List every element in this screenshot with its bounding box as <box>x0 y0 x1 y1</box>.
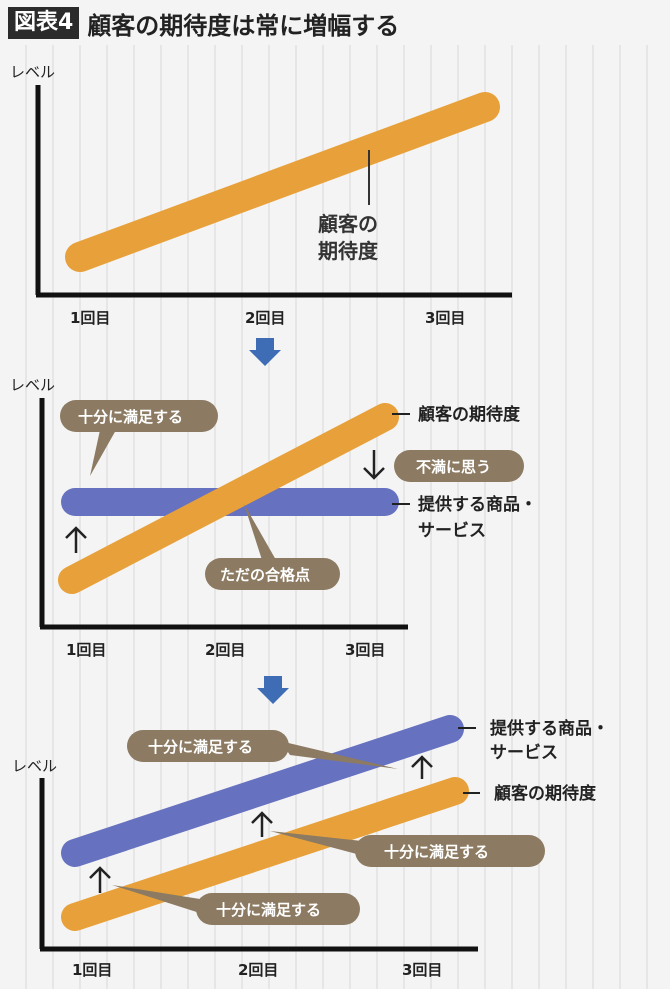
down-arrow-icon <box>363 450 385 480</box>
product-label-line1: 提供する商品・ <box>418 494 537 515</box>
panel-3-chart: レベル 提供する商品・ サービス 顧客の期待度 十分に満足する 十分に満足する … <box>12 715 609 979</box>
bubble-pass <box>205 558 340 590</box>
expectation-label: 顧客の期待度 <box>418 404 521 425</box>
up-arrow-icon <box>411 755 433 779</box>
tick-label-1: 1回目 <box>70 309 110 327</box>
tick-label-3: 3回目 <box>425 309 465 327</box>
expectation-label-line1: 顧客の <box>318 212 378 236</box>
figure-title-text: 顧客の期待度は常に増幅する <box>87 11 400 40</box>
up-arrow-icon <box>251 811 273 837</box>
bubble-bottom <box>196 893 360 925</box>
figure-title: 図表4 顧客の期待度は常に増幅する <box>8 6 399 40</box>
bubble-bottom-tail <box>112 885 206 915</box>
bubble-pass-text: ただの合格点 <box>220 566 310 584</box>
product-label-line1: 提供する商品・ <box>490 718 609 739</box>
panel-2-chart: レベル 顧客の期待度 提供する商品・ サービス 十分に満足する 不満に思う ただ… <box>10 376 537 659</box>
bubble-dissatisfied <box>394 450 524 482</box>
bubble-middle-text: 十分に満足する <box>384 843 489 861</box>
tick-label-2: 2回目 <box>238 961 278 979</box>
down-arrow-icon <box>249 338 281 366</box>
bubble-top-tail <box>280 741 398 769</box>
bubble-middle-tail <box>270 831 368 857</box>
expectation-label: 顧客の期待度 <box>494 783 597 804</box>
y-axis-label: レベル <box>10 63 55 81</box>
product-line <box>61 715 464 867</box>
y-axis-label: レベル <box>10 376 55 394</box>
bubble-satisfied-text: 十分に満足する <box>78 408 183 426</box>
tick-label-2: 2回目 <box>245 309 285 327</box>
bubble-middle <box>355 835 545 867</box>
bubble-dissatisfied-text: 不満に思う <box>416 458 491 476</box>
product-label-line2: サービス <box>418 521 486 541</box>
up-arrow-icon <box>89 866 111 893</box>
bubble-top-text: 十分に満足する <box>148 738 253 756</box>
figure-label: 図表4 <box>8 7 80 39</box>
bubble-satisfied-tail <box>90 430 116 476</box>
expectation-line <box>65 92 500 272</box>
bubble-pass-tail <box>244 504 276 560</box>
bubble-bottom-text: 十分に満足する <box>216 901 321 919</box>
bubble-satisfied <box>60 400 218 432</box>
product-label-line2: サービス <box>490 743 558 763</box>
tick-label-3: 3回目 <box>345 641 385 659</box>
tick-label-1: 1回目 <box>66 641 106 659</box>
down-arrow-icon <box>257 676 289 704</box>
down-arrow-1 <box>249 338 281 366</box>
y-axis-label: レベル <box>12 757 57 775</box>
expectation-label-line2: 期待度 <box>318 239 379 263</box>
panel-1-chart: レベル 顧客の 期待度 1回目 2回目 3回目 <box>10 63 512 327</box>
tick-label-2: 2回目 <box>205 641 245 659</box>
expectation-line <box>61 777 469 931</box>
tick-label-3: 3回目 <box>402 961 442 979</box>
tick-label-1: 1回目 <box>72 961 112 979</box>
up-arrow-icon <box>65 526 87 553</box>
down-arrow-2 <box>257 676 289 704</box>
bubble-top <box>127 730 289 762</box>
expectation-line <box>58 403 399 594</box>
